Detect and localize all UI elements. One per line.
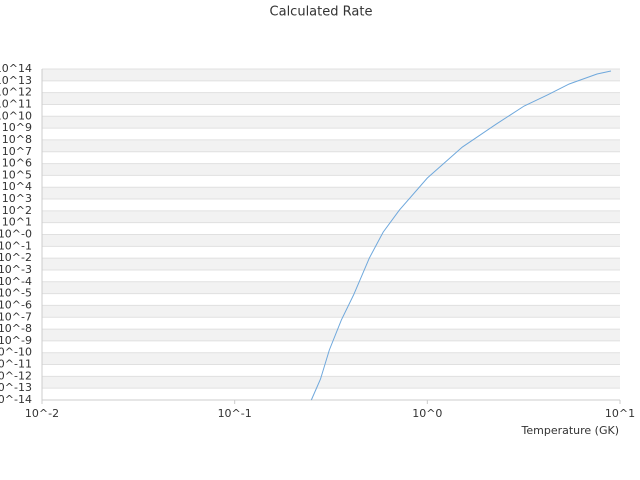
grid-band: [42, 305, 620, 318]
y-tick-label: 10^5: [2, 168, 32, 181]
y-tick-label: 10^10: [0, 109, 32, 122]
grid-band: [42, 234, 620, 247]
y-tick-label: 10^-14: [0, 393, 32, 406]
y-tick-label: 10^12: [0, 86, 32, 99]
y-tick-label: 10^7: [2, 145, 32, 158]
y-tick-label: 10^-8: [0, 322, 32, 335]
grid-band: [42, 163, 620, 176]
grid-band: [42, 139, 620, 152]
y-tick-label: 10^-0: [0, 228, 32, 241]
grid-band: [42, 116, 620, 129]
x-tick-label: 10^0: [412, 407, 442, 420]
y-tick-label: 10^-10: [0, 346, 32, 359]
x-tick-label: 10^1: [605, 407, 635, 420]
y-tick-label: 10^3: [2, 192, 32, 205]
x-axis-label: Temperature (GK): [521, 424, 620, 437]
y-tick-label: 10^4: [2, 180, 32, 193]
chart-title: Calculated Rate: [270, 5, 373, 20]
y-tick-label: 10^-11: [0, 358, 32, 371]
y-tick-label: 10^13: [0, 74, 32, 87]
y-tick-label: 10^-2: [0, 251, 32, 264]
y-tick-label: 10^-13: [0, 381, 32, 394]
y-tick-label: 10^-12: [0, 369, 32, 382]
y-tick-label: 10^-1: [0, 239, 32, 252]
y-tick-label: 10^-5: [0, 287, 32, 300]
y-tick-label: 10^-9: [0, 334, 32, 347]
y-tick-label: 10^14: [0, 62, 32, 75]
grid-band: [42, 352, 620, 365]
grid-band: [42, 92, 620, 105]
grid-band: [42, 281, 620, 294]
x-tick-label: 10^-2: [25, 407, 59, 420]
y-tick-label: 10^-4: [0, 275, 32, 288]
grid-band: [42, 187, 620, 200]
grid-band: [42, 258, 620, 270]
data-line: [310, 70, 612, 401]
y-tick-label: 10^-7: [0, 310, 32, 323]
x-tick-label: 10^-1: [218, 407, 252, 420]
grid-band: [42, 69, 620, 81]
y-tick-label: 10^11: [0, 97, 32, 110]
grid-band: [42, 210, 620, 223]
y-tick-label: 10^6: [2, 157, 32, 170]
grid-band: [42, 376, 620, 389]
y-tick-label: 10^8: [2, 133, 32, 146]
y-tick-label: 10^-3: [0, 263, 32, 276]
y-tick-label: 10^2: [2, 204, 32, 217]
grid-band: [42, 329, 620, 341]
y-tick-label: 10^1: [2, 216, 32, 229]
y-tick-label: 10^9: [2, 121, 32, 134]
y-tick-label: 10^-6: [0, 298, 32, 311]
